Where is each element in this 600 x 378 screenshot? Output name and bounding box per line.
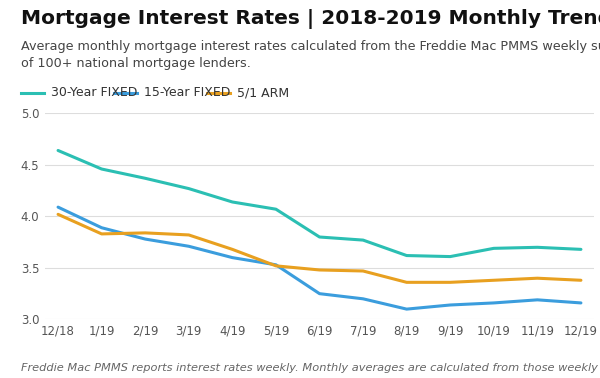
Text: Freddie Mac PMMS reports interest rates weekly. Monthly averages are calculated : Freddie Mac PMMS reports interest rates …	[21, 364, 600, 373]
Text: Mortgage Interest Rates | 2018-2019 Monthly Trends: Mortgage Interest Rates | 2018-2019 Mont…	[21, 9, 600, 29]
Text: 15-Year FIXED: 15-Year FIXED	[144, 86, 230, 99]
Text: 5/1 ARM: 5/1 ARM	[237, 86, 289, 99]
Text: 30-Year FIXED: 30-Year FIXED	[51, 86, 137, 99]
Text: Average monthly mortgage interest rates calculated from the Freddie Mac PMMS wee: Average monthly mortgage interest rates …	[21, 40, 600, 70]
